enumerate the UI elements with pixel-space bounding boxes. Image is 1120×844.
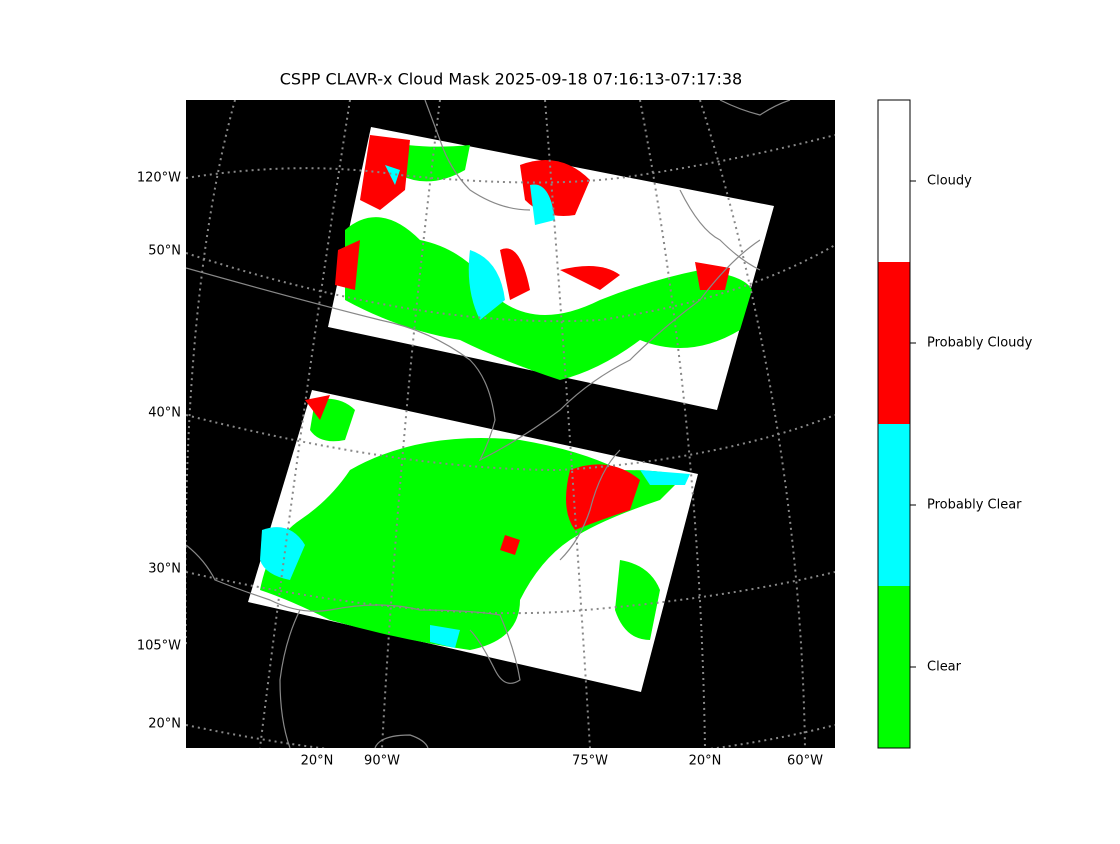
colorbar-segment bbox=[878, 586, 910, 748]
swath-patch bbox=[500, 535, 520, 555]
lat-lon-label: 60°W bbox=[787, 754, 823, 769]
colorbar-label: Clear bbox=[927, 660, 962, 675]
swath-patch bbox=[695, 262, 730, 290]
coastline bbox=[719, 100, 791, 116]
graticule bbox=[186, 134, 835, 184]
colorbar-label: Probably Cloudy bbox=[927, 336, 1033, 351]
swath-patch bbox=[530, 184, 555, 225]
swath-patch bbox=[305, 395, 330, 420]
lat-lon-label: 20°N bbox=[689, 754, 722, 769]
swath-patch bbox=[260, 527, 305, 580]
coastline bbox=[186, 449, 621, 684]
lat-lon-label: 50°N bbox=[148, 244, 181, 259]
swath-patch bbox=[335, 240, 360, 290]
coastline bbox=[279, 609, 429, 748]
graticule bbox=[699, 100, 806, 748]
colorbar-frame bbox=[877, 99, 911, 749]
graticule bbox=[381, 100, 441, 748]
lat-lon-label: 30°N bbox=[148, 562, 181, 577]
map-title: CSPP CLAVR-x Cloud Mask 2025-09-18 07:16… bbox=[280, 70, 742, 89]
swath-patch bbox=[560, 266, 620, 290]
coastline bbox=[424, 100, 761, 271]
swath-patch bbox=[468, 250, 505, 320]
graticule bbox=[186, 724, 835, 748]
colorbar-segment bbox=[878, 100, 910, 262]
lat-lon-label: 90°W bbox=[364, 754, 400, 769]
graticule bbox=[186, 100, 236, 645]
colorbar-segment bbox=[878, 262, 910, 424]
map bbox=[186, 100, 835, 748]
colorbar-segment bbox=[878, 424, 910, 586]
colorbar: Cloudy Probably Cloudy Probably Clear Clear bbox=[878, 100, 1033, 748]
swath-patch bbox=[615, 560, 660, 640]
graticule bbox=[259, 100, 351, 748]
swath-patch bbox=[385, 165, 400, 185]
lat-lon-label: 120°W bbox=[137, 171, 181, 186]
swath-patch bbox=[430, 625, 460, 648]
lat-lon-label: 20°N bbox=[301, 754, 334, 769]
graticule bbox=[639, 100, 706, 748]
swath-patch bbox=[640, 470, 690, 485]
colorbar-label: Probably Clear bbox=[927, 498, 1022, 513]
swath-patch bbox=[345, 217, 752, 380]
lat-lon-label: 40°N bbox=[148, 406, 181, 421]
lat-lon-label: 20°N bbox=[148, 717, 181, 732]
swath-patch bbox=[500, 248, 530, 300]
lat-lon-label: 75°W bbox=[572, 754, 608, 769]
map-content bbox=[186, 100, 835, 748]
colorbar-label: Cloudy bbox=[927, 174, 972, 189]
graticule bbox=[186, 414, 835, 472]
graticule bbox=[544, 100, 591, 748]
lat-lon-label: 105°W bbox=[137, 639, 181, 654]
swath-patch bbox=[566, 464, 640, 530]
coastline bbox=[186, 239, 761, 462]
